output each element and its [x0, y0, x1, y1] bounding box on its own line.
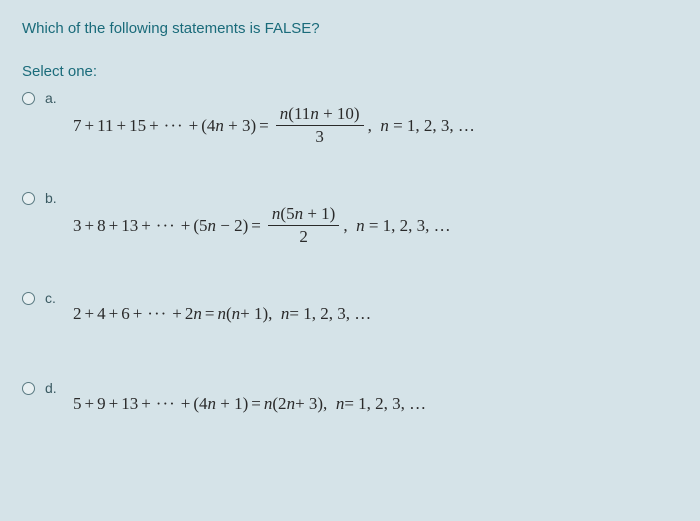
options-group: a. 7+11+15+···+(4n + 3)= n(11n + 10) 3 ,…: [22, 90, 678, 470]
option-letter: d.: [45, 380, 65, 396]
option-b-formula: 3+8+13+···+(5n − 2)= n(5n + 1) 2 , n = 1…: [73, 204, 451, 247]
option-a-formula: 7+11+15+···+(4n + 3)= n(11n + 10) 3 , n …: [73, 104, 475, 147]
select-one-label: Select one:: [22, 63, 678, 80]
option-letter: c.: [45, 290, 65, 306]
question-text: Which of the following statements is FAL…: [22, 20, 678, 37]
option-b[interactable]: b. 3+8+13+···+(5n − 2)= n(5n + 1) 2 , n …: [22, 190, 678, 290]
option-c-formula: 2+4+6+···+2n=n(n + 1), n = 1, 2, 3, …: [73, 304, 371, 324]
radio-b[interactable]: [22, 192, 35, 205]
option-a[interactable]: a. 7+11+15+···+(4n + 3)= n(11n + 10) 3 ,…: [22, 90, 678, 190]
radio-c[interactable]: [22, 292, 35, 305]
option-d[interactable]: d. 5+9+13+···+(4n + 1)=n(2n + 3), n = 1,…: [22, 380, 678, 470]
option-letter: a.: [45, 90, 65, 106]
option-d-formula: 5+9+13+···+(4n + 1)=n(2n + 3), n = 1, 2,…: [73, 394, 426, 414]
radio-d[interactable]: [22, 382, 35, 395]
radio-a[interactable]: [22, 92, 35, 105]
option-letter: b.: [45, 190, 65, 206]
option-c[interactable]: c. 2+4+6+···+2n=n(n + 1), n = 1, 2, 3, …: [22, 290, 678, 380]
